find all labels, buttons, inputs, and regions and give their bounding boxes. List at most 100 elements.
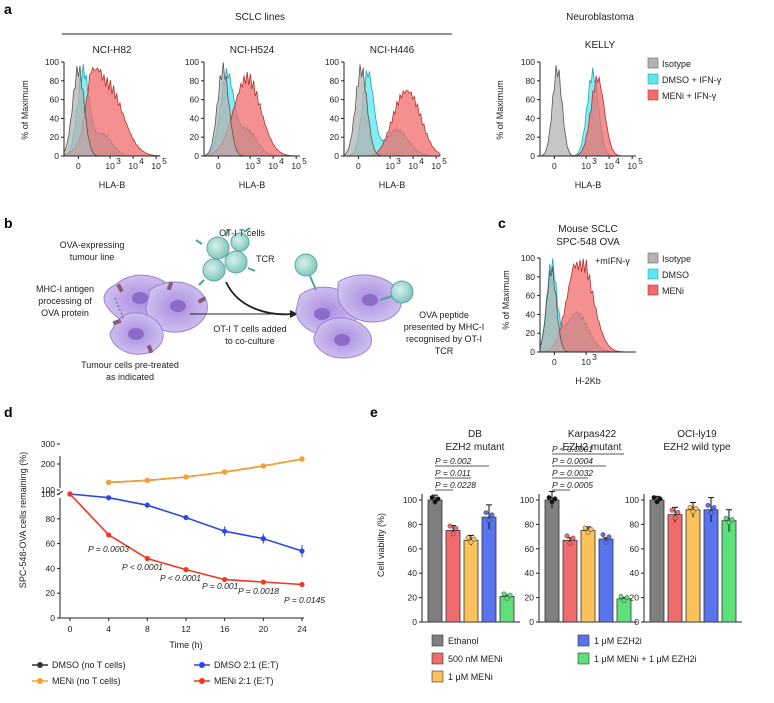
d-point-2 bbox=[222, 528, 228, 534]
e-y-tick-label: 40 bbox=[525, 568, 535, 578]
e-bar-2-3 bbox=[703, 509, 719, 623]
legend-dmso-et: DMSO 2:1 (E:T) bbox=[214, 660, 279, 670]
a-kelly-x-tick-exp: 3 bbox=[592, 156, 597, 166]
panel-b-label: b bbox=[4, 215, 13, 231]
e-dot bbox=[600, 532, 606, 538]
b-pretreated-label-2: as indicated bbox=[106, 372, 154, 382]
e-y-tick-label: 80 bbox=[630, 519, 640, 529]
e-dot bbox=[672, 515, 678, 521]
d-point-3 bbox=[222, 576, 228, 583]
d-y-axis-label: SPC-548-OVA cells remaining (%) bbox=[18, 452, 28, 588]
b-added-label-1: OT-I T cells added bbox=[213, 324, 286, 334]
d-point-2 bbox=[260, 536, 266, 542]
d-y-tick-label: 0 bbox=[50, 613, 55, 623]
a-kelly-y-axis-label: % of Maximum bbox=[495, 80, 505, 140]
d-x-tick-label: 4 bbox=[106, 624, 111, 634]
nb-title-1: Neuroblastoma bbox=[566, 12, 634, 23]
a-h82-x-tick-exp: 4 bbox=[139, 156, 144, 166]
e-legend-swatch-3 bbox=[577, 634, 590, 647]
b-tumour-label-2: tumour line bbox=[70, 252, 115, 262]
a-h524-y-tick-label: 80 bbox=[190, 76, 200, 86]
d-point-2 bbox=[299, 548, 305, 554]
t-cell bbox=[206, 236, 230, 260]
e-y-tick-label: 60 bbox=[630, 544, 640, 554]
legend-dmso-ifn-swatch bbox=[647, 73, 659, 85]
e-dot bbox=[453, 525, 459, 531]
a-kelly-y-tick-label: 60 bbox=[526, 95, 536, 105]
e-dot bbox=[465, 535, 471, 541]
d-y-tick-label: 20 bbox=[46, 588, 56, 598]
e-dot bbox=[687, 504, 693, 510]
a-h82-y-tick-label: 40 bbox=[50, 113, 60, 123]
a-h446-x-tick-exp: 3 bbox=[396, 156, 401, 166]
d-pvalue: P = 0.0018 bbox=[238, 586, 279, 596]
c-legend-meni-swatch bbox=[647, 284, 659, 296]
e-bar-2-4 bbox=[721, 520, 737, 623]
a-x-axis-label-h446: HLA-B bbox=[379, 180, 406, 190]
a-kelly-y-tick-label: 40 bbox=[526, 113, 536, 123]
a-h82-y-tick-label: 20 bbox=[50, 132, 60, 142]
e-y-tick-label: 80 bbox=[408, 519, 418, 529]
c-title-1: Mouse SCLC bbox=[558, 224, 617, 235]
e-bar-0-3 bbox=[481, 516, 497, 623]
e-group-title-1: Karpas422 bbox=[568, 429, 617, 440]
d-x-tick-label: 24 bbox=[297, 624, 307, 634]
e-dot bbox=[483, 510, 489, 516]
e-dot bbox=[606, 534, 612, 540]
e-pvalue: P = 0.0032 bbox=[552, 468, 593, 478]
e-dot bbox=[468, 539, 474, 545]
e-dot bbox=[504, 595, 510, 601]
a-h446-x-tick-exp: 5 bbox=[442, 156, 447, 166]
legend-dmso-no-t-marker bbox=[37, 662, 43, 668]
e-bar-2-1 bbox=[667, 514, 683, 623]
c-y-tick-label: 40 bbox=[526, 309, 536, 319]
e-dot bbox=[708, 510, 714, 516]
e-dot bbox=[669, 507, 675, 513]
b-ova-label-4: TCR bbox=[435, 346, 454, 356]
d-point-1 bbox=[183, 474, 189, 480]
e-legend-swatch-1 bbox=[431, 652, 444, 665]
e-dot bbox=[621, 598, 627, 604]
e-dot bbox=[582, 525, 588, 531]
a-h446-y-tick-label: 80 bbox=[330, 76, 340, 86]
d-point-3 bbox=[67, 491, 73, 497]
e-dot bbox=[588, 526, 594, 532]
e-pvalue: P = 0.0228 bbox=[435, 480, 476, 490]
panel-e-label: e bbox=[370, 404, 378, 420]
c-y-tick-label: 20 bbox=[526, 328, 536, 338]
d-point-1 bbox=[260, 463, 266, 469]
a-h446-y-tick-label: 100 bbox=[325, 57, 339, 67]
a-kelly-x-tick-label: 0 bbox=[552, 161, 557, 171]
d-point-1 bbox=[222, 469, 228, 475]
legend-dmso-no-t: DMSO (no T cells) bbox=[52, 660, 126, 670]
c-legend-dmso-label: DMSO bbox=[662, 270, 689, 280]
a-h524-x-tick-label: 10 bbox=[245, 161, 255, 171]
legend-dmso-ifn-label: DMSO + IFN-γ bbox=[662, 75, 722, 85]
c-y-axis-label: % of Maximum bbox=[501, 270, 511, 330]
a-kelly-x-tick-label: 10 bbox=[627, 161, 637, 171]
c-legend-isotype-label: Isotype bbox=[662, 254, 691, 264]
panel-d-legend: DMSO (no T cells) MENi (no T cells) DMSO… bbox=[32, 660, 279, 686]
e-dot bbox=[432, 499, 438, 505]
c-x-tick-exp: 3 bbox=[592, 352, 597, 362]
b-pretreated-label-1: Tumour cells pre-treated bbox=[81, 360, 179, 370]
a-h82-y-tick-label: 60 bbox=[50, 95, 60, 105]
a-h524-y-tick-label: 100 bbox=[185, 57, 199, 67]
e-bar-1-0 bbox=[544, 499, 560, 623]
c-x-tick-label: 0 bbox=[552, 357, 557, 367]
e-y-tick-label: 0 bbox=[634, 617, 639, 627]
d-series-line-2 bbox=[69, 493, 303, 552]
e-legend-label-3: 1 μM EZH2i bbox=[594, 636, 642, 646]
c-x-tick-label: 10 bbox=[581, 357, 591, 367]
d-pvalue: P = 0.0145 bbox=[284, 595, 325, 605]
d-point-3 bbox=[299, 581, 305, 588]
e-dot bbox=[471, 536, 477, 542]
e-dot bbox=[711, 505, 717, 510]
d-x-axis-label: Time (h) bbox=[169, 640, 202, 650]
nucleus bbox=[170, 300, 186, 312]
t-cell bbox=[390, 280, 414, 304]
b-mhc-label-3: OVA protein bbox=[41, 308, 89, 318]
legend-meni-ifn-swatch bbox=[647, 89, 659, 101]
c-legend-meni-label: MENi bbox=[662, 286, 684, 296]
e-dot bbox=[546, 495, 552, 500]
